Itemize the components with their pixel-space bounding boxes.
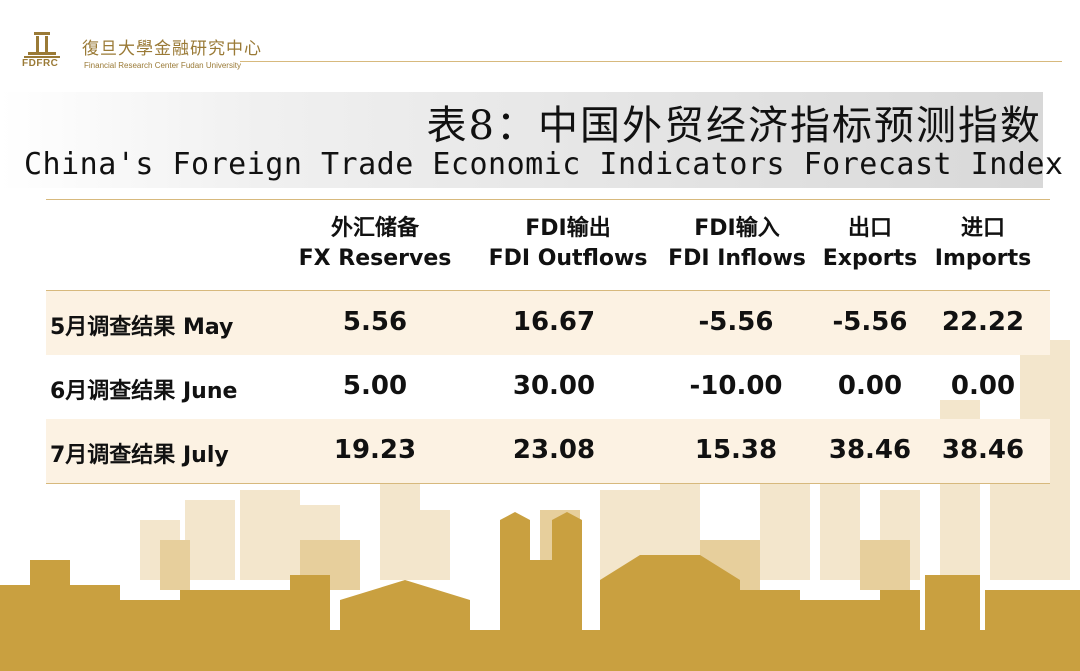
column-header-en: FDI Inflows [668,246,806,271]
table-cell: -10.00 [689,371,783,401]
table-cell: 5.00 [342,371,408,401]
column-header-cn: FDI输出 [525,216,611,241]
table-cell: 16.67 [512,307,596,337]
fudan-logo-icon [24,32,60,58]
organization-name-en: Financial Research Center Fudan Universi… [84,61,241,70]
table-row: 5月调查结果 May 5.56 16.67 -5.56 -5.56 22.22 [46,291,1050,355]
column-header-cn: 外汇储备 [330,216,419,241]
header-divider [240,61,1062,62]
row-label: 5月调查结果 May [50,315,234,340]
column-header-en: FDI Outflows [488,246,648,271]
row-label: 6月调查结果 June [50,379,238,404]
column-header-fdi-inflows: FDI输入 FDI Inflows [662,214,812,274]
table-cell: 38.46 [941,435,1025,465]
column-header-cn: FDI输入 [694,216,780,241]
table-cell: 15.38 [694,435,778,465]
table-cell: 0.00 [950,371,1016,401]
table-row: 6月调查结果 June 5.00 30.00 -10.00 0.00 0.00 [46,355,1050,419]
column-header-cn: 出口 [847,216,892,241]
table-cell: 19.23 [333,435,417,465]
table-cell: -5.56 [698,307,774,337]
table-cell: -5.56 [832,307,908,337]
column-header-imports: 进口 Imports [928,214,1038,274]
table-cell: 30.00 [512,371,596,401]
column-header-exports: 出口 Exports [818,214,922,274]
column-header-en: FX Reserves [298,246,452,271]
column-header-en: Exports [822,246,918,271]
title-divider [46,199,1050,200]
column-header-fx-reserves: 外汇储备 FX Reserves [295,214,455,274]
table-cell: 5.56 [342,307,408,337]
page-title-en: China's Foreign Trade Economic Indicator… [24,147,1064,182]
column-header-en: Imports [934,246,1032,271]
table-cell: 38.46 [828,435,912,465]
logo-abbreviation: FDFRC [22,58,59,69]
row-label: 7月调查结果 July [50,443,229,468]
header: FDFRC 復旦大學金融研究中心 Financial Research Cent… [0,0,1080,85]
table-header-divider [46,290,1050,291]
table-row: 7月调查结果 July 19.23 23.08 15.38 38.46 38.4… [46,419,1050,483]
table-bottom-divider [46,483,1050,484]
table-cell: 22.22 [941,307,1025,337]
page-title-cn: 表8：中国外贸经济指标预测指数 [426,103,1042,149]
table-cell: 0.00 [837,371,903,401]
organization-name-cn: 復旦大學金融研究中心 [82,39,262,59]
column-header-cn: 进口 [960,216,1005,241]
title-band [0,92,1043,188]
column-header-fdi-outflows: FDI输出 FDI Outflows [478,214,658,274]
table-cell: 23.08 [512,435,596,465]
